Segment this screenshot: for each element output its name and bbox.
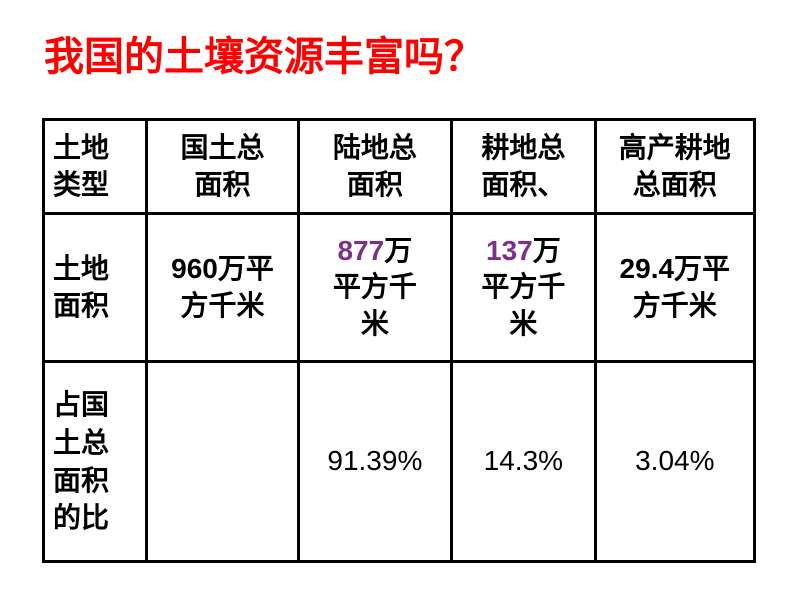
- cell-text: 占国土总面积的比: [53, 389, 109, 533]
- land-table: 土地类型 国土总面积 陆地总面积 耕地总面积、 高产耕地总面积 土地面积 960…: [42, 118, 756, 563]
- cell-high-yield-area: 29.4万平方千米: [595, 214, 754, 362]
- table-area-row: 土地面积 960万平方千米 877万平方千米 137万平方千米 29.4万平方千…: [44, 214, 755, 362]
- cell-text: 91.39%: [327, 445, 422, 476]
- table-percent-row: 占国土总面积的比 91.39% 14.3% 3.04%: [44, 362, 755, 562]
- cell-text: 877万平方千米: [333, 235, 417, 339]
- header-label: 陆地总面积: [333, 132, 417, 199]
- cell-high-yield-pct: 3.04%: [595, 362, 754, 562]
- row-label-area: 土地面积: [44, 214, 147, 362]
- header-label: 耕地总面积、: [481, 132, 565, 199]
- header-label: 国土总面积: [181, 132, 265, 199]
- cell-text: 土地面积: [53, 253, 109, 320]
- cell-text: 137万平方千米: [481, 235, 565, 339]
- cell-arable-pct: 14.3%: [452, 362, 595, 562]
- cell-arable-area: 137万平方千米: [452, 214, 595, 362]
- cell-text: 14.3%: [484, 445, 563, 476]
- header-high-yield-area: 高产耕地总面积: [595, 120, 754, 214]
- cell-total-territory-pct: [147, 362, 298, 562]
- cell-land-pct: 91.39%: [298, 362, 452, 562]
- cell-text: 29.4万平方千米: [620, 253, 731, 320]
- cell-land-area: 877万平方千米: [298, 214, 452, 362]
- highlight-number: 877: [337, 235, 384, 266]
- row-label-percent: 占国土总面积的比: [44, 362, 147, 562]
- header-land-type: 土地类型: [44, 120, 147, 214]
- page-title: 我国的土壤资源丰富吗？: [44, 24, 484, 82]
- header-land-area: 陆地总面积: [298, 120, 452, 214]
- cell-text: 3.04%: [635, 445, 714, 476]
- land-table-container: 土地类型 国土总面积 陆地总面积 耕地总面积、 高产耕地总面积 土地面积 960…: [42, 118, 756, 563]
- table-header-row: 土地类型 国土总面积 陆地总面积 耕地总面积、 高产耕地总面积: [44, 120, 755, 214]
- highlight-number: 137: [486, 235, 533, 266]
- header-label: 土地类型: [53, 132, 109, 199]
- cell-text: 960万平方千米: [171, 253, 274, 320]
- header-arable-area: 耕地总面积、: [452, 120, 595, 214]
- cell-total-territory-area: 960万平方千米: [147, 214, 298, 362]
- header-label: 高产耕地总面积: [619, 132, 731, 199]
- header-total-territory: 国土总面积: [147, 120, 298, 214]
